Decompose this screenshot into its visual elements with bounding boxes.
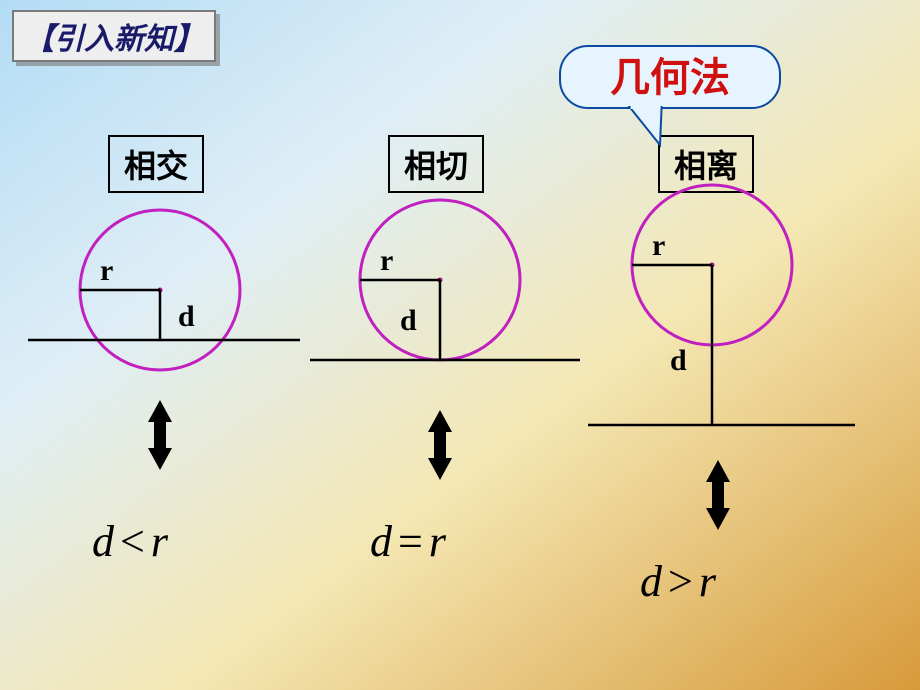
formula-tangent: d=r (370, 516, 446, 567)
svg-text:r: r (652, 229, 665, 262)
svg-text:r: r (100, 254, 113, 287)
svg-text:r: r (380, 244, 393, 277)
svg-text:d: d (400, 304, 417, 337)
geometry-diagrams: rdrdrd (0, 0, 920, 690)
formula-separate: d>r (640, 556, 716, 607)
svg-text:d: d (670, 344, 687, 377)
formula-intersect: d<r (92, 516, 168, 567)
svg-text:d: d (178, 300, 195, 333)
